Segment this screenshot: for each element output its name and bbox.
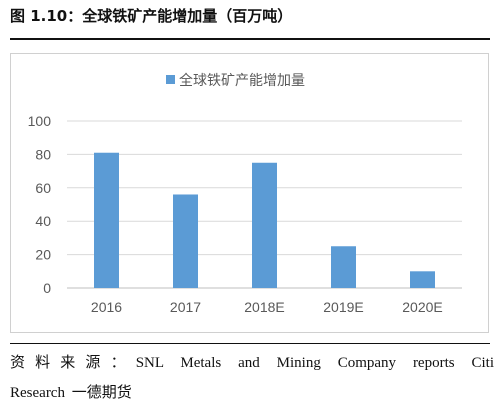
source-divider [10, 343, 490, 344]
bar-2016 [94, 152, 119, 288]
source-text: SNL Metals and Mining Company reports Ci… [135, 355, 494, 371]
bar-2019E [331, 246, 356, 288]
legend-label: 全球铁矿产能增加量 [179, 72, 305, 88]
x-tick-label: 2018E [244, 299, 284, 315]
bar-chart: 全球铁矿产能增加量 0 20 40 60 80 100 2016 2017 2018E 2019… [28, 72, 462, 315]
chart-frame: 全球铁矿产能增加量 0 20 40 60 80 100 2016 2017 2018E 2019… [10, 53, 489, 333]
chart-legend: 全球铁矿产能增加量 [166, 72, 305, 88]
bar-2017 [173, 194, 198, 288]
y-axis: 0 20 40 60 80 100 [28, 113, 52, 296]
source-line-1: 资料来源：SNL Metals and Mining Company repor… [10, 348, 494, 378]
y-tick-label: 20 [35, 247, 51, 263]
title-divider [10, 38, 490, 40]
source-note: 资料来源：SNL Metals and Mining Company repor… [10, 348, 494, 408]
figure-title: 图 1.10：全球铁矿产能增加量（百万吨） [10, 7, 293, 25]
x-tick-label: 2019E [323, 299, 363, 315]
y-tick-label: 80 [35, 146, 51, 162]
x-tick-label: 2020E [402, 299, 442, 315]
bar-2018E [252, 162, 277, 288]
legend-swatch [166, 75, 175, 84]
source-line-2: Research 一德期货 [10, 385, 132, 401]
y-tick-label: 40 [35, 213, 51, 229]
source-label: 资料来源： [10, 355, 136, 371]
bar-2020E [410, 271, 435, 288]
y-tick-label: 0 [43, 280, 51, 296]
x-axis: 2016 2017 2018E 2019E 2020E [91, 299, 443, 315]
x-tick-label: 2016 [91, 299, 122, 315]
y-tick-label: 60 [35, 180, 51, 196]
bar-series [94, 152, 435, 288]
y-tick-label: 100 [28, 113, 52, 129]
x-tick-label: 2017 [170, 299, 201, 315]
